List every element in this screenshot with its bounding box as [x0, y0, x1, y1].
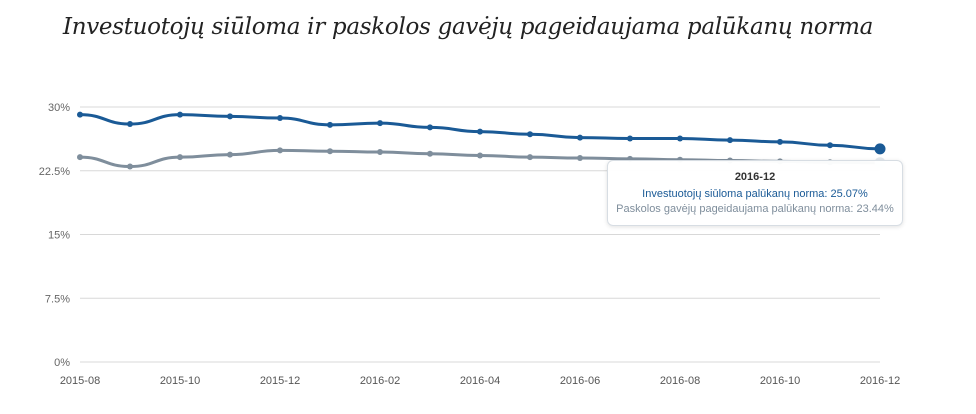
series-2-point[interactable]	[427, 150, 433, 157]
series-2-point[interactable]	[377, 149, 383, 156]
x-tick-label: 2016-04	[460, 375, 500, 387]
series-1-point[interactable]	[827, 142, 833, 149]
series-1-point[interactable]	[277, 115, 283, 122]
x-tick-label: 2016-12	[860, 375, 900, 387]
y-tick-label: 22.5%	[39, 166, 70, 178]
series-1-point[interactable]	[874, 143, 886, 155]
grid-layer	[80, 106, 880, 363]
series-1-point[interactable]	[777, 138, 783, 145]
x-tick-label: 2016-02	[360, 375, 400, 387]
series-2-point[interactable]	[277, 147, 283, 154]
series-2-point[interactable]	[477, 152, 483, 159]
series-1-point[interactable]	[677, 135, 683, 142]
x-tick-label: 2016-08	[660, 375, 700, 387]
series-1-point[interactable]	[177, 111, 183, 118]
series-1-point[interactable]	[527, 131, 533, 138]
series-2-point[interactable]	[77, 154, 83, 161]
y-tick-label: 0%	[54, 357, 70, 369]
series-1-point[interactable]	[627, 135, 633, 142]
x-tick-label: 2015-08	[60, 375, 100, 387]
y-tick-label: 30%	[48, 102, 70, 114]
series-1-point[interactable]	[477, 128, 483, 135]
y-tick-label: 15%	[48, 230, 70, 242]
chart-title: Investuotojų siūloma ir paskolos gavėjų …	[62, 14, 874, 40]
y-tick-label: 7.5%	[45, 293, 70, 305]
series-1-point[interactable]	[77, 111, 83, 118]
series-1-point[interactable]	[727, 137, 733, 144]
tooltip-series-2: Paskolos gavėjų pageidaujama palūkanų no…	[616, 203, 894, 215]
series-1-point[interactable]	[227, 113, 233, 120]
hover-tooltip: 2016-12 Investuotojų siūloma palūkanų no…	[607, 160, 903, 226]
x-tick-label: 2015-10	[160, 375, 200, 387]
tooltip-date: 2016-12	[734, 171, 776, 183]
series-2-point[interactable]	[327, 148, 333, 155]
series-1-point[interactable]	[127, 121, 133, 127]
series-2-point[interactable]	[177, 154, 183, 161]
series-1	[77, 111, 886, 155]
series-2-point[interactable]	[227, 151, 233, 158]
series-1-point[interactable]	[577, 134, 583, 141]
series-2-point[interactable]	[127, 163, 133, 170]
series-2-point[interactable]	[577, 155, 583, 161]
x-tick-label: 2016-10	[760, 375, 800, 387]
tooltip-series-1: Investuotojų siūloma palūkanų norma: 25.…	[642, 188, 868, 200]
axis-layer: 30% 22.5% 15% 7.5% 0% 2015-08 2015-10 2015-12 20…	[39, 102, 900, 387]
x-tick-label: 2016-06	[560, 375, 600, 387]
series-1-point[interactable]	[427, 124, 433, 131]
series-1-point[interactable]	[327, 121, 333, 128]
x-tick-label: 2015-12	[260, 375, 300, 387]
series-1-point[interactable]	[377, 120, 383, 127]
series-2-point[interactable]	[527, 154, 533, 161]
